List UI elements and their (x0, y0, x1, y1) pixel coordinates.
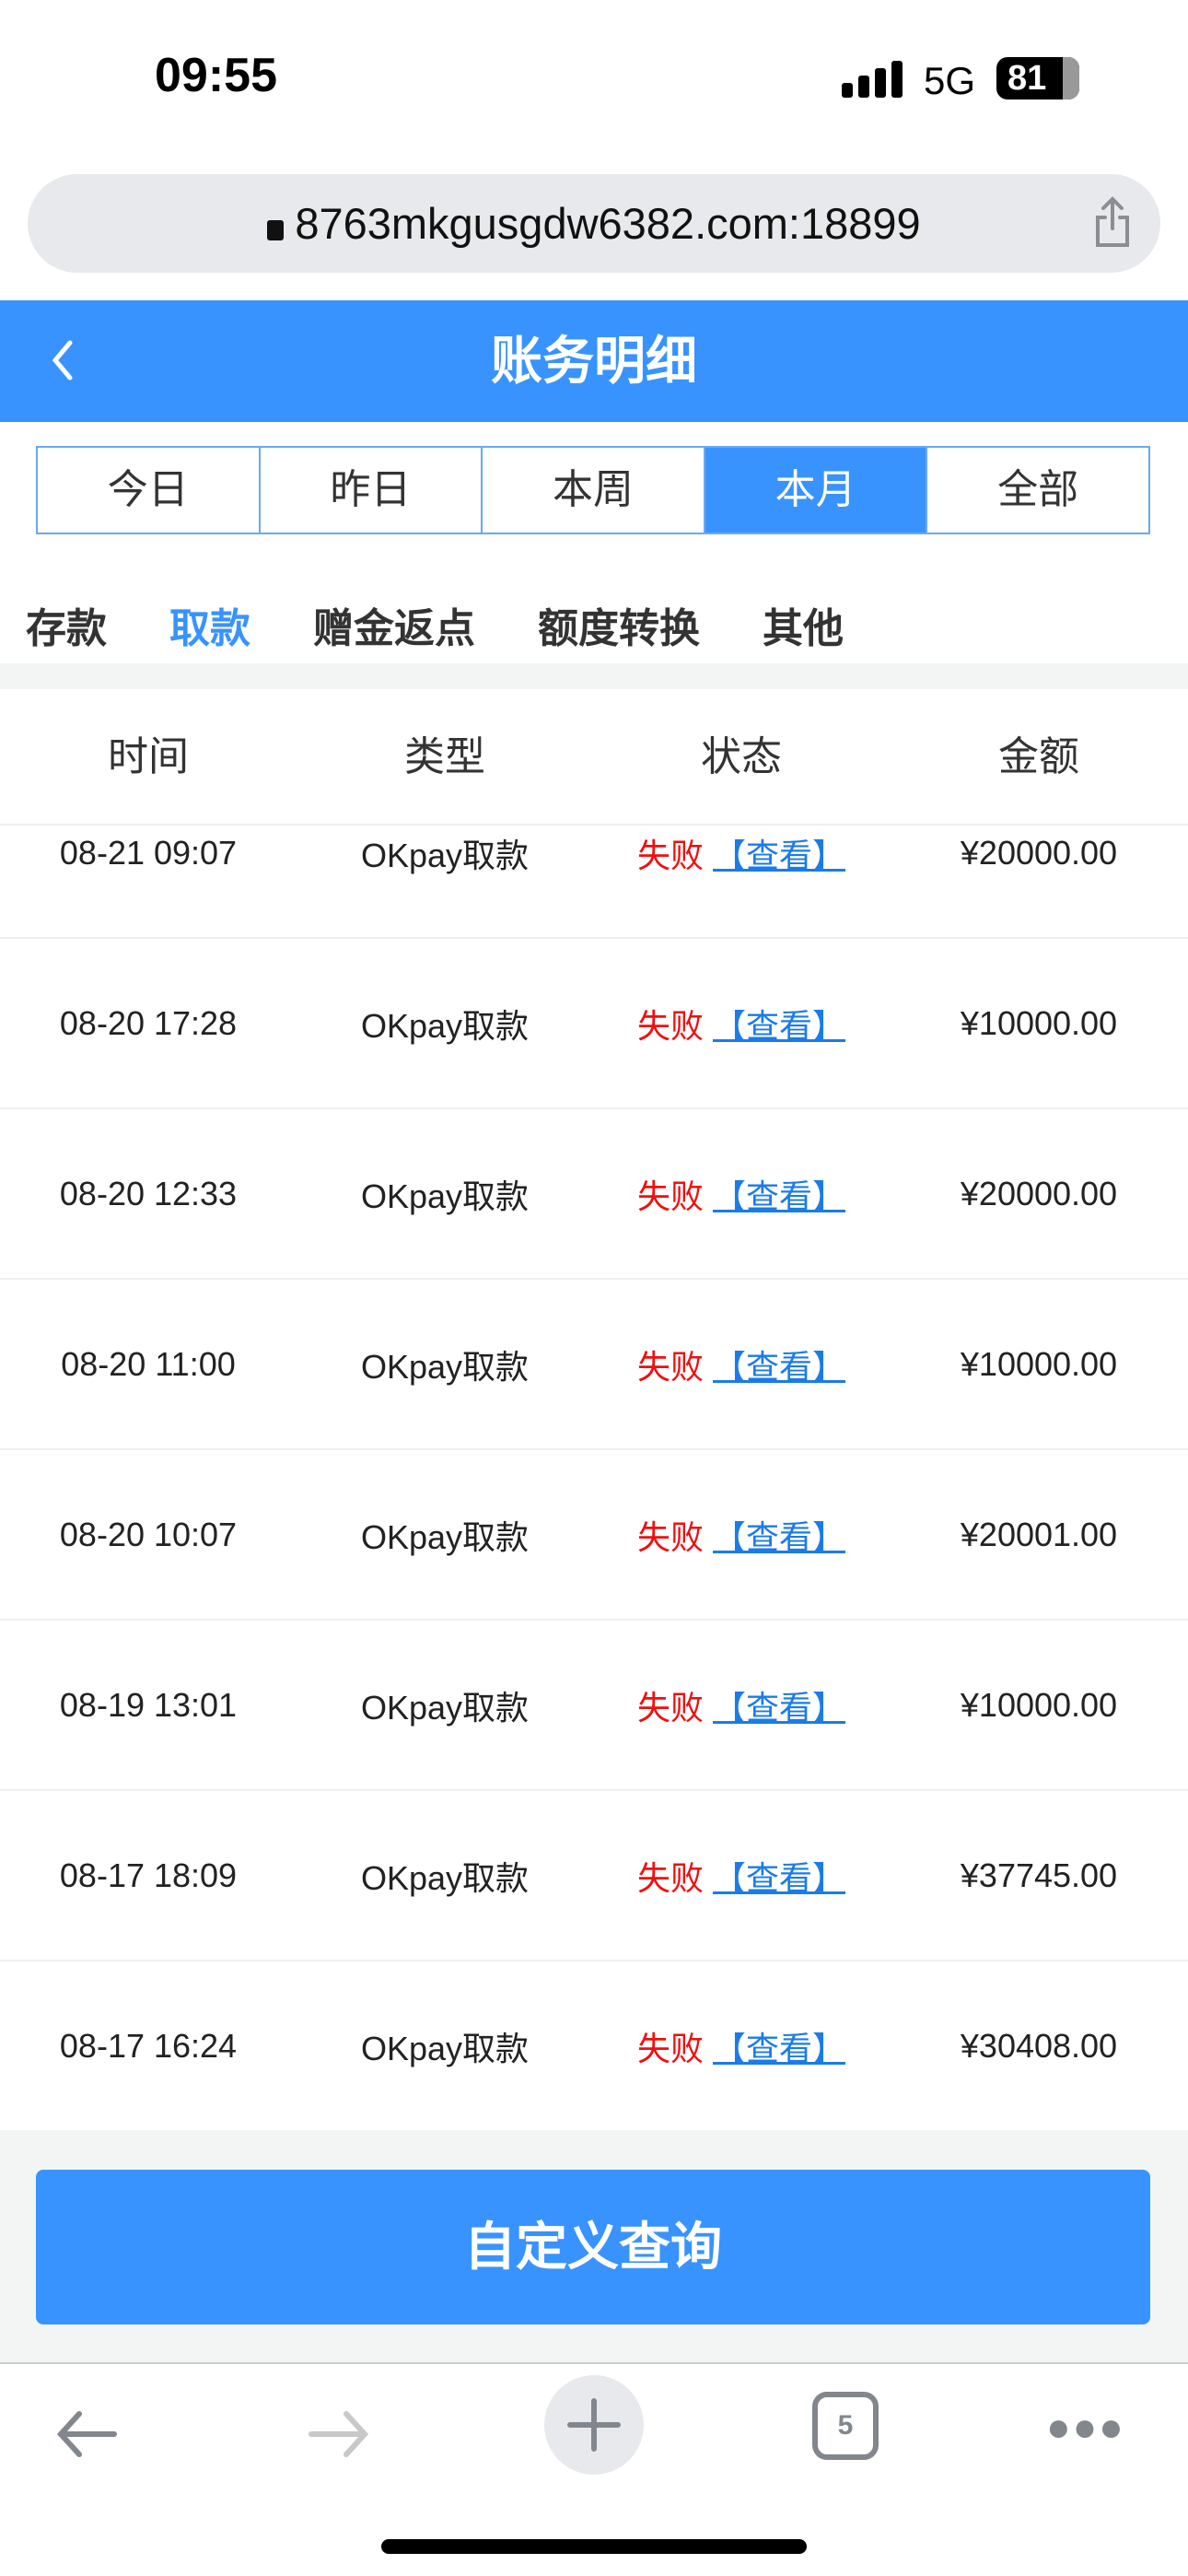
row-type: OKpay取款 (360, 1006, 530, 1045)
tab-yesterday[interactable]: 昨日 (260, 448, 483, 533)
column-type: 类型 (404, 734, 485, 779)
home-indicator (381, 2539, 807, 2554)
tab-all[interactable]: 全部 (927, 448, 1148, 533)
row-type: OKpay取款 (360, 1688, 530, 1727)
row-type: OKpay取款 (360, 1517, 530, 1556)
status-failed: 失败 (636, 2029, 704, 2067)
status-failed: 失败 (636, 1347, 704, 1386)
row-amount: ¥20001.00 (960, 1515, 1118, 1553)
category-other[interactable]: 其他 (763, 606, 844, 651)
table-row: 08-17 18:09 OKpay取款 失败 【查看】 ¥37745.00 (0, 1791, 1188, 1961)
status-failed: 失败 (636, 1517, 704, 1556)
status-failed: 失败 (636, 1177, 704, 1215)
tabs-button[interactable]: 5 (812, 2392, 879, 2460)
divider (0, 663, 1188, 689)
tab-count: 5 (837, 2410, 854, 2441)
row-status: 失败 【查看】 (593, 1000, 890, 1048)
period-tabs: 今日 昨日 本周 本月 全部 (36, 446, 1150, 534)
new-tab-button[interactable] (544, 2375, 644, 2475)
view-link[interactable]: 【查看】 (713, 836, 846, 874)
page-title: 账务明细 (491, 332, 697, 390)
row-status: 失败 【查看】 (593, 2022, 890, 2070)
row-time: 08-17 16:24 (59, 2026, 238, 2065)
row-type: OKpay取款 (360, 1347, 530, 1386)
table-row: 08-21 09:07 OKpay取款 失败 【查看】 ¥20000.00 (0, 825, 1188, 939)
column-time: 时间 (108, 734, 189, 779)
transaction-list[interactable]: 08-21 09:07 OKpay取款 失败 【查看】 ¥20000.00 08-2… (0, 825, 1188, 2130)
network-type: 5G (924, 59, 976, 102)
forward-arrow-icon[interactable] (306, 2401, 372, 2467)
table-row: 08-19 13:01 OKpay取款 失败 【查看】 ¥10000.00 (0, 1621, 1188, 1791)
row-time: 08-20 12:33 (59, 1174, 238, 1212)
column-status: 状态 (701, 734, 782, 779)
row-time: 08-21 09:07 (59, 833, 238, 872)
category-bonus-rebate[interactable]: 赠金返点 (313, 606, 475, 651)
table-header: 时间 类型 状态 金额 (0, 689, 1188, 825)
row-status: 失败 【查看】 (593, 1170, 890, 1218)
row-time: 08-17 18:09 (59, 1856, 238, 1894)
page-header: 账务明细 (0, 300, 1188, 422)
row-time: 08-19 13:01 (59, 1685, 238, 1724)
battery-level: 81 (1007, 59, 1047, 98)
plus-icon (567, 2398, 621, 2452)
signal-icon (842, 61, 903, 98)
row-status: 失败 【查看】 (593, 1341, 890, 1388)
row-amount: ¥37745.00 (960, 1856, 1118, 1894)
row-type: OKpay取款 (360, 836, 530, 874)
row-amount: ¥30408.00 (960, 2026, 1118, 2065)
back-arrow-icon[interactable] (53, 2401, 120, 2467)
row-amount: ¥20000.00 (960, 1174, 1118, 1212)
row-status: 失败 【查看】 (593, 1511, 890, 1559)
table-row: 08-20 10:07 OKpay取款 失败 【查看】 ¥20001.00 (0, 1450, 1188, 1621)
browser-toolbar: 5 ●●● (0, 2362, 1188, 2576)
share-icon[interactable] (1092, 195, 1133, 249)
row-time: 08-20 17:28 (59, 1003, 238, 1042)
row-time: 08-20 11:00 (61, 1344, 236, 1383)
url-bar[interactable]: 8763mkgusgdw6382.com:18899 (28, 174, 1160, 273)
view-link[interactable]: 【查看】 (713, 1858, 846, 1897)
view-link[interactable]: 【查看】 (713, 2029, 846, 2067)
row-type: OKpay取款 (360, 1177, 530, 1215)
table-row: 08-20 11:00 OKpay取款 失败 【查看】 ¥10000.00 (0, 1280, 1188, 1450)
tab-this-week[interactable]: 本周 (483, 448, 705, 533)
table-row: 08-17 16:24 OKpay取款 失败 【查看】 ¥30408.00 (0, 1961, 1188, 2130)
custom-query-button[interactable]: 自定义查询 (36, 2170, 1150, 2324)
battery-icon: 81 (996, 57, 1079, 100)
status-failed: 失败 (636, 836, 704, 874)
lock-icon (267, 220, 285, 240)
url-text: 8763mkgusgdw6382.com:18899 (295, 199, 921, 248)
status-time: 09:55 (155, 49, 277, 102)
table-row: 08-20 17:28 OKpay取款 失败 【查看】 ¥10000.00 (0, 939, 1188, 1109)
category-tabs: 存款 取款 赠金返点 额度转换 其他 (26, 595, 906, 654)
row-amount: ¥10000.00 (960, 1685, 1118, 1724)
row-time: 08-20 10:07 (59, 1515, 238, 1553)
view-link[interactable]: 【查看】 (713, 1347, 846, 1386)
category-deposit[interactable]: 存款 (26, 606, 107, 651)
view-link[interactable]: 【查看】 (713, 1688, 846, 1727)
table-row: 08-20 12:33 OKpay取款 失败 【查看】 ¥20000.00 (0, 1109, 1188, 1280)
tab-today[interactable]: 今日 (38, 448, 261, 533)
more-icon[interactable]: ●●● (1046, 2405, 1125, 2450)
row-type: OKpay取款 (360, 2029, 530, 2067)
back-chevron-icon[interactable] (44, 337, 81, 383)
row-type: OKpay取款 (360, 1858, 530, 1897)
status-failed: 失败 (636, 1006, 704, 1045)
row-amount: ¥10000.00 (960, 1344, 1118, 1383)
tab-this-month[interactable]: 本月 (705, 448, 928, 533)
row-status: 失败 【查看】 (593, 1681, 890, 1729)
row-status: 失败 【查看】 (593, 1852, 890, 1900)
row-amount: ¥10000.00 (960, 1003, 1118, 1042)
row-status: 失败 【查看】 (593, 829, 890, 877)
status-failed: 失败 (636, 1688, 704, 1727)
row-amount: ¥20000.00 (960, 833, 1118, 872)
column-amount: 金额 (998, 734, 1079, 779)
view-link[interactable]: 【查看】 (713, 1517, 846, 1556)
category-withdraw[interactable]: 取款 (169, 606, 250, 651)
view-link[interactable]: 【查看】 (713, 1177, 846, 1215)
status-failed: 失败 (636, 1858, 704, 1897)
view-link[interactable]: 【查看】 (713, 1006, 846, 1045)
category-transfer[interactable]: 额度转换 (538, 606, 700, 651)
